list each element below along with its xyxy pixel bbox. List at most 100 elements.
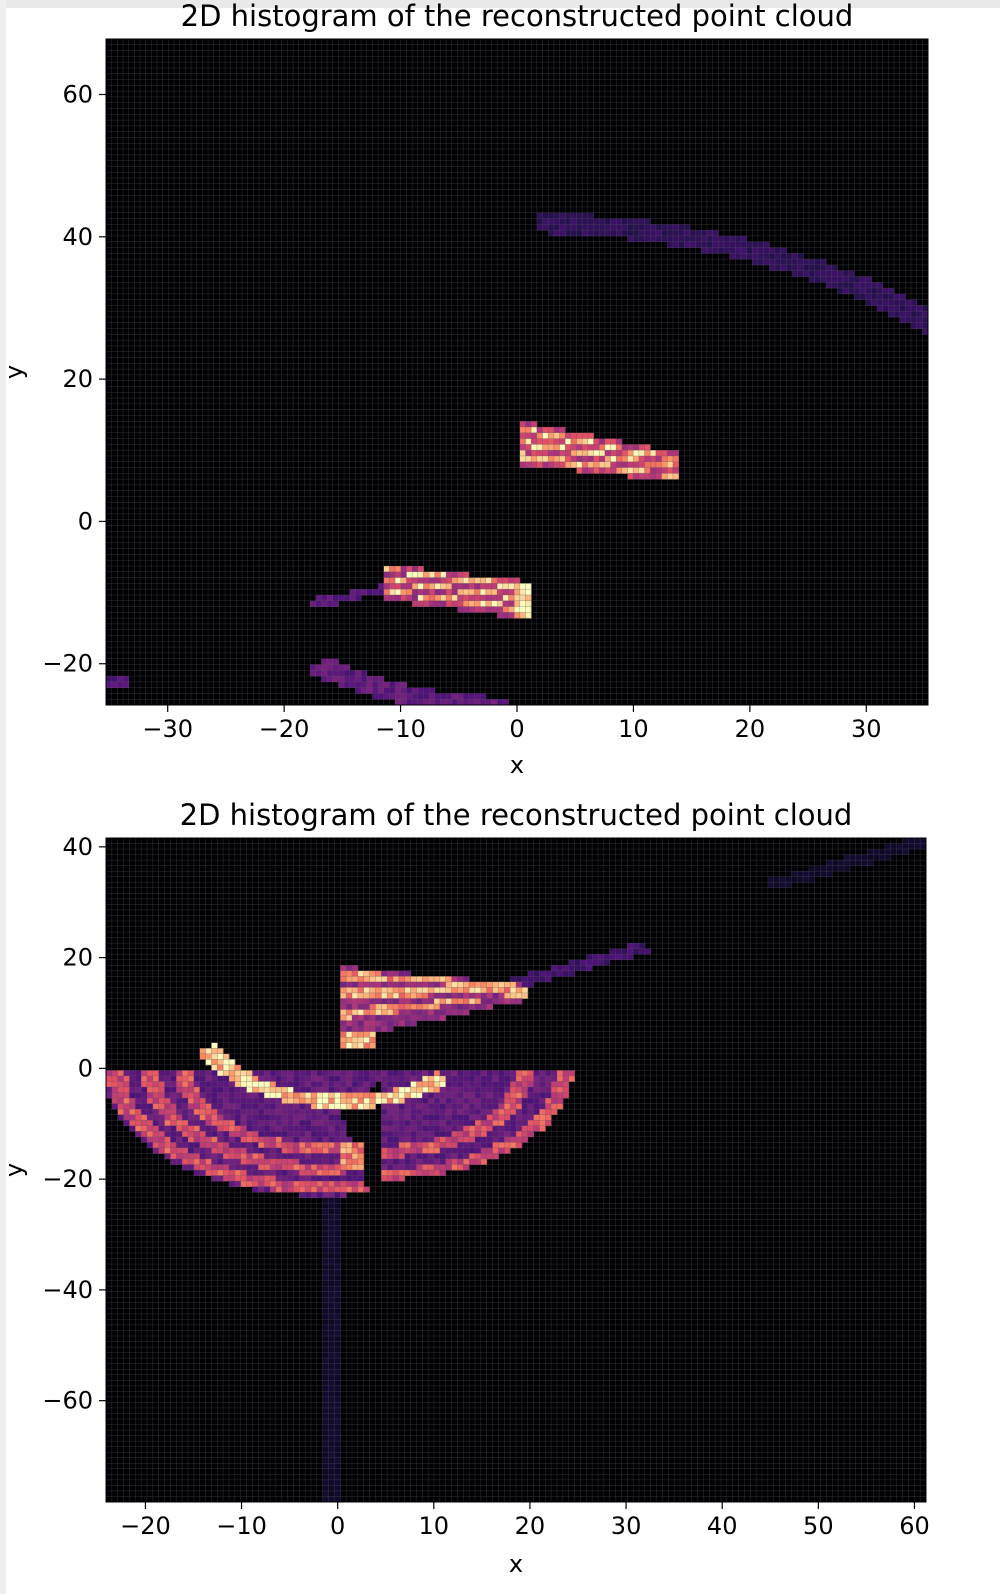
heatmap-cell [328, 1131, 335, 1138]
heatmap-cell [375, 1026, 382, 1033]
heatmap-cell [610, 224, 617, 231]
heatmap-cell [504, 1092, 511, 1099]
heatmap-cell [457, 981, 464, 988]
heatmap-cell [369, 987, 376, 994]
heatmap-cell [582, 455, 589, 463]
heatmap-cell [514, 606, 521, 613]
heatmap-cell [416, 987, 423, 994]
heatmap-cell [428, 1131, 435, 1138]
heatmap-cell [328, 1297, 335, 1304]
heatmap-cell [480, 693, 487, 700]
heatmap-cell [706, 241, 713, 248]
heatmap-cell [916, 311, 923, 318]
heatmap-cell [808, 264, 816, 272]
heatmap-cell [475, 992, 482, 999]
heatmap-cell [826, 871, 833, 878]
heatmap-cell [451, 571, 458, 578]
heatmap-cell [217, 1098, 224, 1104]
heatmap-cell [340, 1009, 347, 1016]
heatmap-cell [446, 583, 453, 590]
heatmap-cell [321, 670, 328, 677]
heatmap-cell [838, 860, 845, 867]
heatmap-cell [246, 1114, 253, 1121]
heatmap-cell [536, 224, 543, 231]
heatmap-cell [327, 664, 334, 671]
heatmap-cell [434, 1009, 441, 1016]
heatmap-cell [316, 1175, 324, 1182]
heatmap-cell [264, 1186, 271, 1193]
heatmap-cell [372, 693, 379, 700]
heatmap-cell [158, 1103, 165, 1110]
x-axis-label: x [510, 751, 524, 779]
heatmap-cell [135, 1070, 142, 1077]
heatmap-cell [876, 299, 884, 306]
heatmap-cell [570, 212, 577, 219]
heatmap-cell [299, 1098, 306, 1104]
heatmap-cell [457, 1147, 464, 1154]
heatmap-cell [797, 270, 804, 277]
heatmap-cell [521, 1120, 529, 1127]
heatmap-cell [293, 1142, 300, 1149]
heatmap-cell [258, 1092, 265, 1099]
heatmap-cell [882, 299, 889, 306]
heatmap-cell [322, 1125, 329, 1132]
heatmap-cell [398, 1131, 406, 1138]
heatmap-cell [582, 432, 589, 439]
heatmap-cell [352, 1042, 359, 1049]
heatmap-cell [469, 1125, 476, 1132]
heatmap-cell [147, 1114, 154, 1121]
heatmap-cell [193, 1147, 201, 1154]
heatmap-cell [527, 1131, 534, 1138]
heatmap-cell [916, 316, 923, 324]
heatmap-cell [334, 1247, 341, 1254]
heatmap-cell [525, 444, 532, 451]
x-axis-label: x [509, 1550, 523, 1578]
heatmap-cell [357, 1042, 365, 1049]
heatmap-cell [211, 1087, 218, 1093]
heatmap-cell [616, 224, 623, 231]
heatmap-cell [381, 992, 388, 999]
heatmap-cell [334, 1424, 341, 1431]
heatmap-cell [434, 976, 441, 983]
heatmap-cell [158, 1081, 165, 1088]
heatmap-cell [429, 693, 436, 700]
heatmap-cell [311, 1158, 318, 1165]
heatmap-cell [498, 987, 505, 994]
heatmap-cell [463, 1087, 470, 1093]
heatmap-cell [328, 1253, 335, 1259]
heatmap-cell [498, 1081, 505, 1088]
heatmap-cell [322, 1247, 329, 1254]
heatmap-cell [557, 1075, 564, 1082]
heatmap-cell [545, 976, 552, 983]
heatmap-cell [275, 1081, 283, 1088]
heatmap-cell [383, 687, 390, 694]
heatmap-cell [264, 1131, 271, 1138]
heatmap-cell [328, 1485, 335, 1492]
heatmap-cell [275, 1098, 283, 1104]
heatmap-cell [763, 259, 770, 266]
heatmap-cell [223, 1109, 230, 1116]
heatmap-cell [859, 276, 867, 283]
heatmap-cell [270, 1170, 277, 1176]
heatmap-cell [508, 612, 515, 619]
heatmap-cell [111, 681, 118, 689]
heatmap-cell [311, 1125, 318, 1132]
heatmap-cell [352, 1009, 359, 1016]
heatmap-cell [322, 1264, 329, 1270]
heatmap-cell [410, 1020, 417, 1027]
heatmap-cell [229, 1075, 236, 1082]
heatmap-cell [457, 1004, 464, 1010]
heatmap-cell [502, 612, 509, 619]
heatmap-cell [357, 1175, 365, 1182]
heatmap-cell [587, 224, 594, 231]
heatmap-cell [621, 450, 628, 457]
heatmap-cell [548, 427, 555, 434]
heatmap-cell [504, 998, 511, 1005]
heatmap-cell [428, 1004, 435, 1010]
heatmap-cell [322, 1269, 329, 1276]
heatmap-cell [199, 1081, 206, 1088]
heatmap-cell [604, 461, 611, 468]
heatmap-cell [293, 1075, 300, 1082]
heatmap-cell [498, 1114, 505, 1121]
heatmap-cell [141, 1136, 148, 1143]
